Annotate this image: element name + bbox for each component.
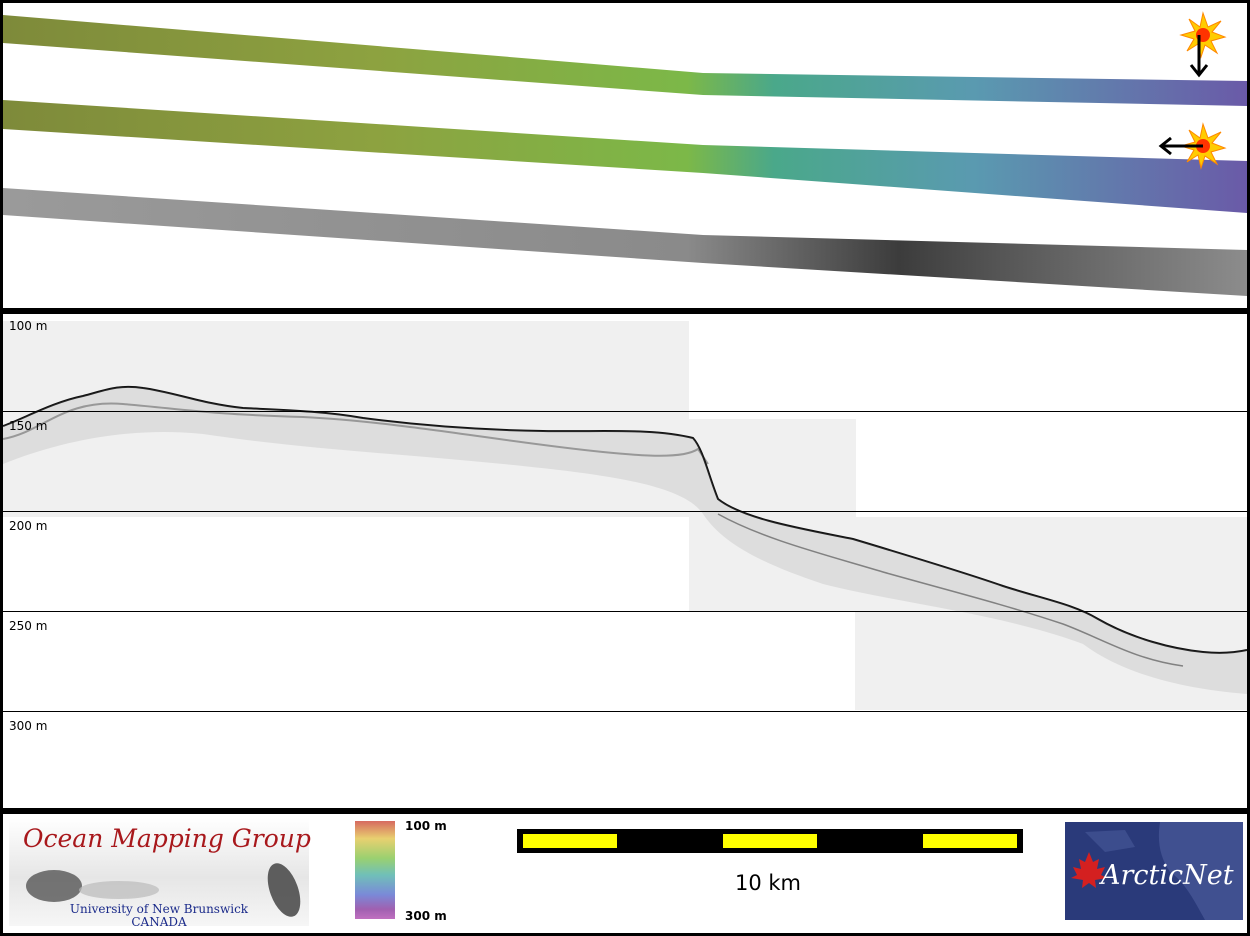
- depth-label: 200 m: [9, 519, 48, 533]
- scale-bar-segment: [523, 834, 617, 848]
- sun-icon: [1179, 11, 1227, 59]
- echogram-section: [3, 321, 689, 517]
- scale-bar-label: 10 km: [735, 871, 802, 895]
- depth-gridline: [3, 411, 1247, 412]
- omg-logo-country: CANADA: [131, 915, 187, 929]
- depth-label: 150 m: [9, 419, 48, 433]
- arctic-map-icon: [1085, 822, 1243, 920]
- swath-panel: [3, 3, 1247, 308]
- omg-logo-university: University of New Brunswick: [69, 902, 249, 916]
- subbottom-reflector: [3, 402, 709, 465]
- scale-bar-segment: [923, 834, 1017, 848]
- arcticnet-logo: ArcticNet: [1065, 822, 1243, 920]
- arrow-down-icon: [1189, 35, 1209, 78]
- seafloor-line: [3, 385, 1247, 654]
- depth-colorbar: [355, 821, 395, 919]
- colorbar-top-label: 100 m: [405, 819, 447, 833]
- depth-gridline: [3, 511, 1247, 512]
- subbottom-profile-panel: 100 m 150 m 200 m 250 m 300 m: [3, 314, 1247, 808]
- swath-map: [3, 11, 1247, 296]
- colorbar-bottom-label: 300 m: [405, 909, 447, 923]
- subbottom-reflector: [717, 513, 1184, 667]
- echogram-section: [855, 611, 1247, 710]
- scale-bar: [517, 829, 1023, 853]
- maple-leaf-icon: [1071, 852, 1107, 888]
- bathymetry-swath-1: [3, 15, 1247, 106]
- scale-bar-segment: [723, 834, 817, 848]
- backscatter-swath: [3, 188, 1247, 296]
- seafloor-profile: [3, 385, 1247, 694]
- omg-logo-title: Ocean Mapping Group: [23, 824, 311, 853]
- bathymetry-swath-2: [3, 100, 1247, 213]
- footer-panel: Ocean Mapping Group University of New Br…: [3, 814, 1247, 933]
- depth-gridline: [3, 611, 1247, 612]
- depth-label: 100 m: [9, 319, 48, 333]
- echogram-section: [689, 419, 856, 517]
- seafloor-echo-fill: [3, 386, 1247, 694]
- omg-logo: Ocean Mapping Group University of New Br…: [9, 818, 311, 929]
- arrow-left-icon: [1158, 136, 1203, 156]
- arcticnet-logo-text: ArcticNet: [1101, 860, 1234, 891]
- depth-gridline: [3, 711, 1247, 712]
- depth-label: 300 m: [9, 719, 48, 733]
- seafloor-relief-icon: [26, 863, 301, 917]
- depth-label: 250 m: [9, 619, 48, 633]
